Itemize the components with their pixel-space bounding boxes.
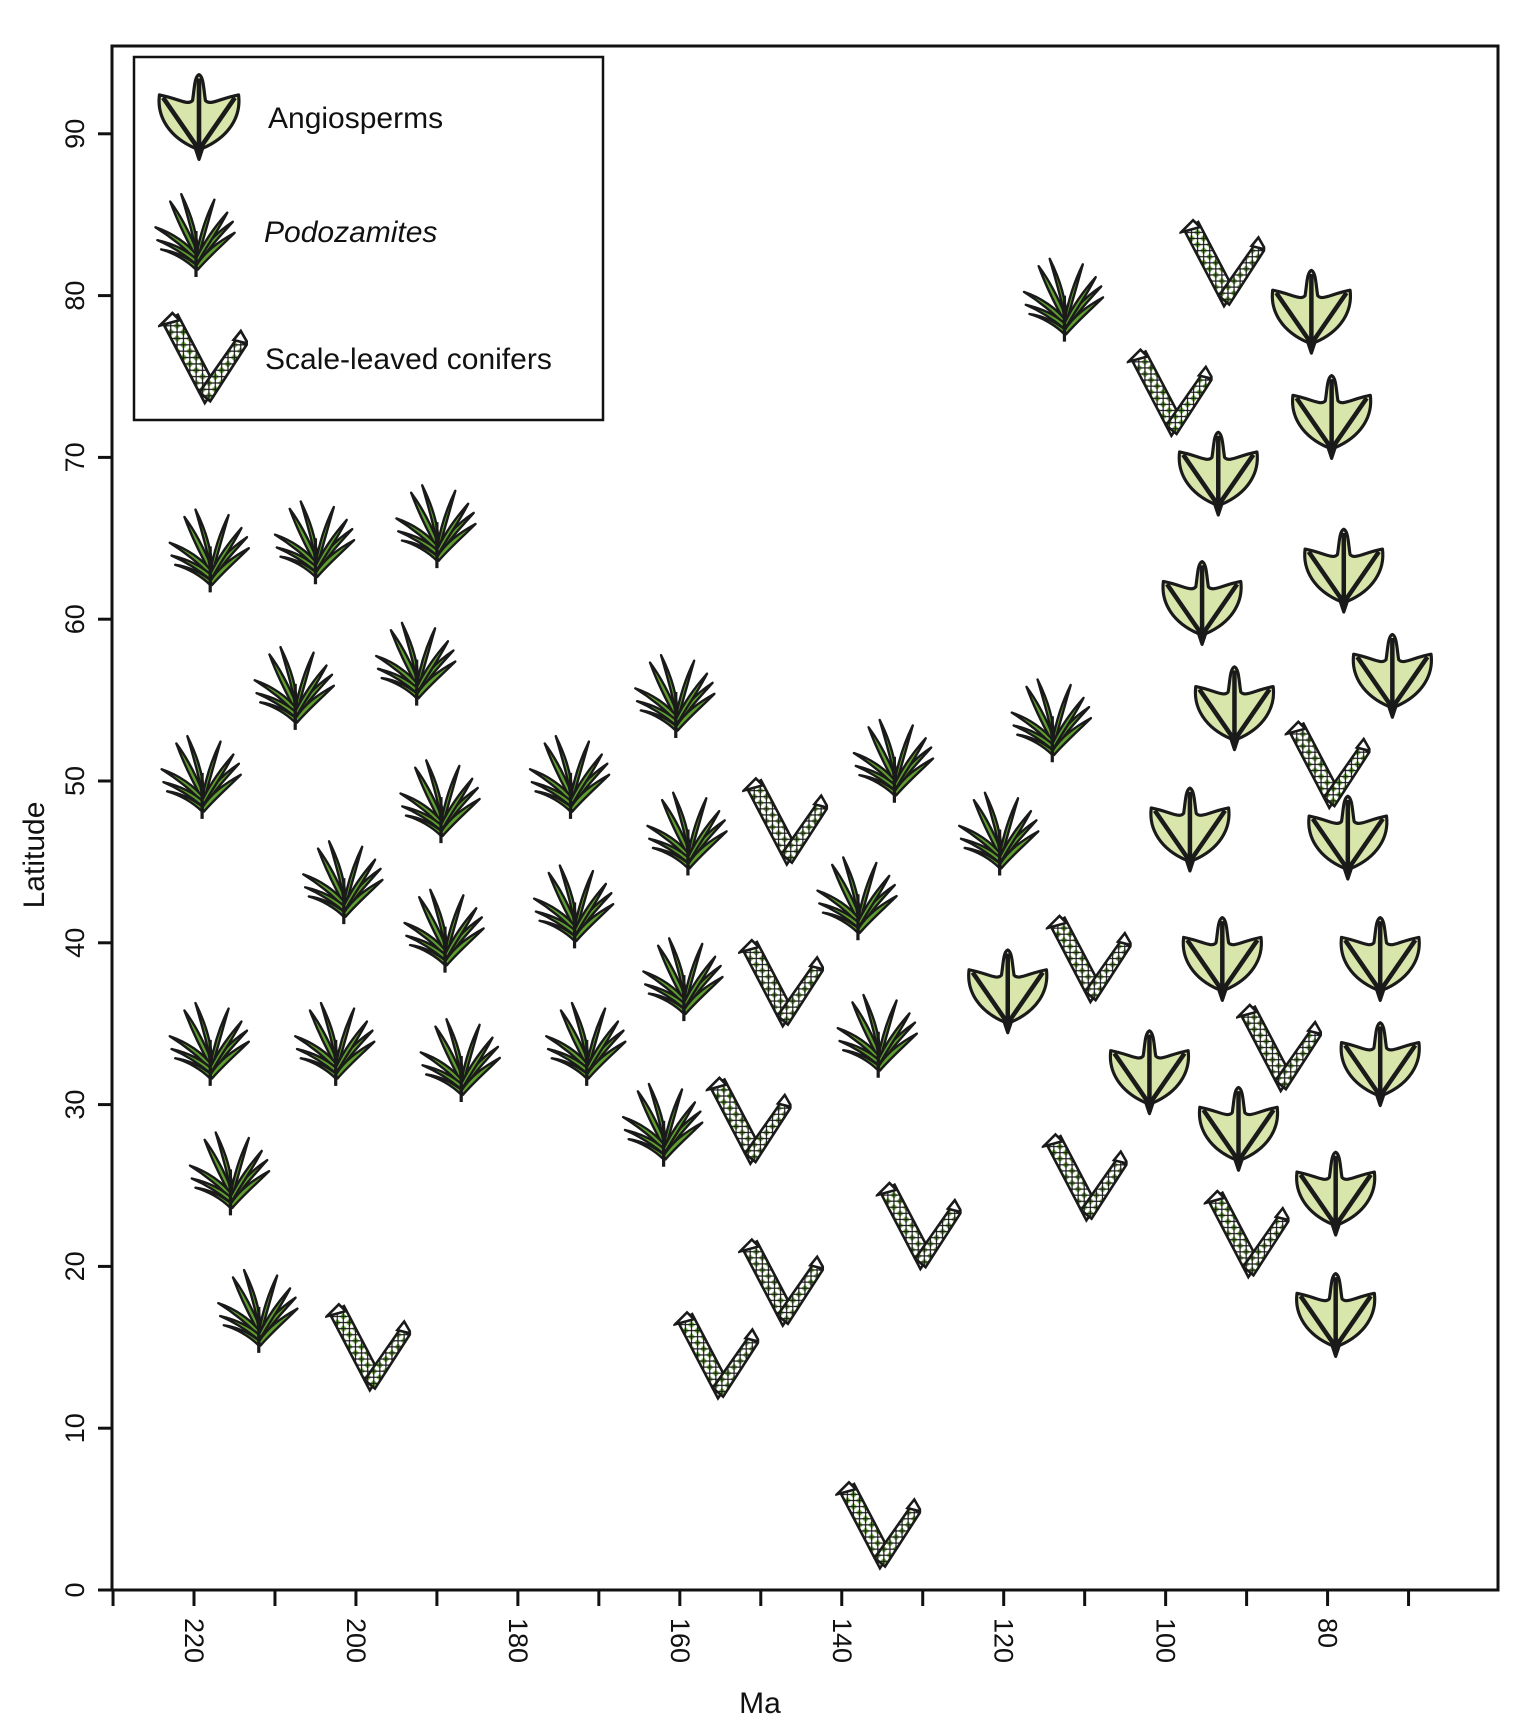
x-tick-label: 100	[1151, 1618, 1181, 1663]
scale-leaved-conifer-icon	[875, 1181, 962, 1271]
scale-leaved-conifer-icon	[738, 1238, 825, 1328]
x-tick-label: 200	[341, 1618, 371, 1663]
angiosperm-leaf-icon	[1110, 1031, 1188, 1114]
plot-frame	[110, 44, 1500, 1592]
podozamites-frond-icon	[633, 653, 717, 740]
angiosperm-leaf-icon	[1341, 1023, 1419, 1106]
legend-label-podozamites: Podozamites	[264, 216, 437, 249]
y-tick-label: 0	[60, 1582, 90, 1597]
legend-label-scale-leaved-conifers: Scale-leaved conifers	[265, 343, 552, 376]
podozamites-frond-icon	[167, 1001, 251, 1088]
angiosperm-leaf-icon	[1199, 1087, 1277, 1170]
podozamites-frond-icon	[394, 483, 478, 571]
podozamites-frond-icon	[167, 507, 251, 595]
podozamites-frond-icon	[957, 790, 1041, 878]
scale-leaved-conifer-icon	[742, 776, 829, 866]
podozamites-frond-icon	[851, 718, 935, 805]
podozamites-frond-icon	[374, 620, 458, 708]
scale-leaved-conifer-icon	[1045, 914, 1132, 1004]
x-tick-label: 140	[827, 1618, 857, 1663]
scale-leaved-conifer-icon	[1041, 1132, 1128, 1222]
scale-leaved-conifer-icon	[1284, 720, 1371, 810]
y-tick-label: 10	[60, 1413, 90, 1443]
x-tick-label: 80	[1313, 1618, 1343, 1648]
podozamites-frond-icon	[188, 1130, 272, 1218]
podozamites-frond-icon	[301, 839, 385, 927]
podozamites-frond-icon	[621, 1082, 705, 1169]
angiosperm-leaf-icon	[1297, 1152, 1375, 1235]
podozamites-frond-icon	[402, 887, 486, 975]
angiosperm-leaf-icon	[1297, 1274, 1375, 1357]
angiosperm-leaf-icon	[969, 950, 1047, 1033]
x-tick-label: 180	[503, 1618, 533, 1663]
podozamites-frond-icon	[641, 936, 725, 1024]
angiosperm-leaf-icon	[1163, 562, 1241, 645]
angiosperm-leaf-icon	[1305, 529, 1383, 612]
y-tick-label: 60	[60, 604, 90, 634]
scale-leaved-conifer-icon	[705, 1076, 792, 1166]
y-tick-label: 20	[60, 1251, 90, 1281]
podozamites-frond-icon	[532, 863, 616, 951]
angiosperm-leaf-icon	[1183, 918, 1261, 1001]
podozamites-frond-icon	[835, 993, 919, 1080]
angiosperm-leaf-icon	[1195, 667, 1273, 750]
y-tick-label: 30	[60, 1090, 90, 1120]
podozamites-frond-icon	[159, 734, 243, 821]
scale-leaved-conifer-icon	[738, 938, 825, 1028]
podozamites-frond-icon	[815, 855, 899, 943]
y-tick-label: 70	[60, 442, 90, 472]
x-tick-label: 120	[989, 1618, 1019, 1663]
y-tick-label: 40	[60, 928, 90, 958]
y-tick-label: 90	[60, 119, 90, 149]
angiosperm-leaf-icon	[1293, 376, 1371, 459]
podozamites-frond-icon	[645, 790, 729, 878]
x-tick-label: 220	[179, 1618, 209, 1663]
angiosperm-leaf-icon	[1151, 788, 1229, 871]
legend: Angiosperms Podozamites Scale-leaved con…	[132, 55, 605, 422]
podozamites-frond-icon	[1022, 256, 1105, 344]
x-tick-label: 160	[665, 1618, 695, 1663]
podozamites-frond-icon	[418, 1017, 502, 1104]
y-axis-title: Latitude	[18, 802, 51, 909]
scale-leaved-conifer-icon	[1179, 218, 1266, 308]
podozamites-frond-icon	[398, 758, 482, 846]
podozamites-frond-icon	[216, 1268, 300, 1355]
angiosperm-leaf-icon	[1179, 432, 1257, 515]
scale-leaved-conifer-icon	[1203, 1189, 1290, 1279]
podozamites-frond-icon	[528, 734, 612, 821]
podozamites-frond-icon	[293, 1001, 377, 1088]
x-axis-title: Ma	[739, 1687, 781, 1720]
y-tick-label: 50	[60, 766, 90, 796]
y-tick-label: 80	[60, 281, 90, 311]
angiosperm-leaf-icon	[1272, 270, 1350, 353]
legend-label-angiosperms: Angiosperms	[268, 102, 443, 135]
x-axis: 220 200 180 160 140 120 100 80	[111, 1590, 1411, 1663]
scale-leaved-conifer-icon	[1236, 1003, 1322, 1093]
angiosperm-leaf-icon	[1353, 634, 1431, 717]
scale-leaved-conifer-icon	[835, 1480, 922, 1570]
podozamites-frond-icon	[544, 1001, 628, 1088]
angiosperm-leaf-icon	[1341, 918, 1419, 1001]
scale-leaved-conifer-icon	[1126, 348, 1213, 438]
podozamites-frond-icon	[273, 499, 357, 587]
scale-leaved-conifer-icon	[673, 1310, 760, 1400]
podozamites-frond-icon	[1009, 677, 1093, 765]
y-axis: 0 10 20 30 40 50 60 70 80 90	[60, 119, 112, 1598]
podozamites-frond-icon	[252, 645, 336, 732]
angiosperm-leaf-icon	[1309, 796, 1387, 879]
data-markers	[159, 218, 1432, 1570]
scale-leaved-conifer-icon	[325, 1302, 412, 1392]
